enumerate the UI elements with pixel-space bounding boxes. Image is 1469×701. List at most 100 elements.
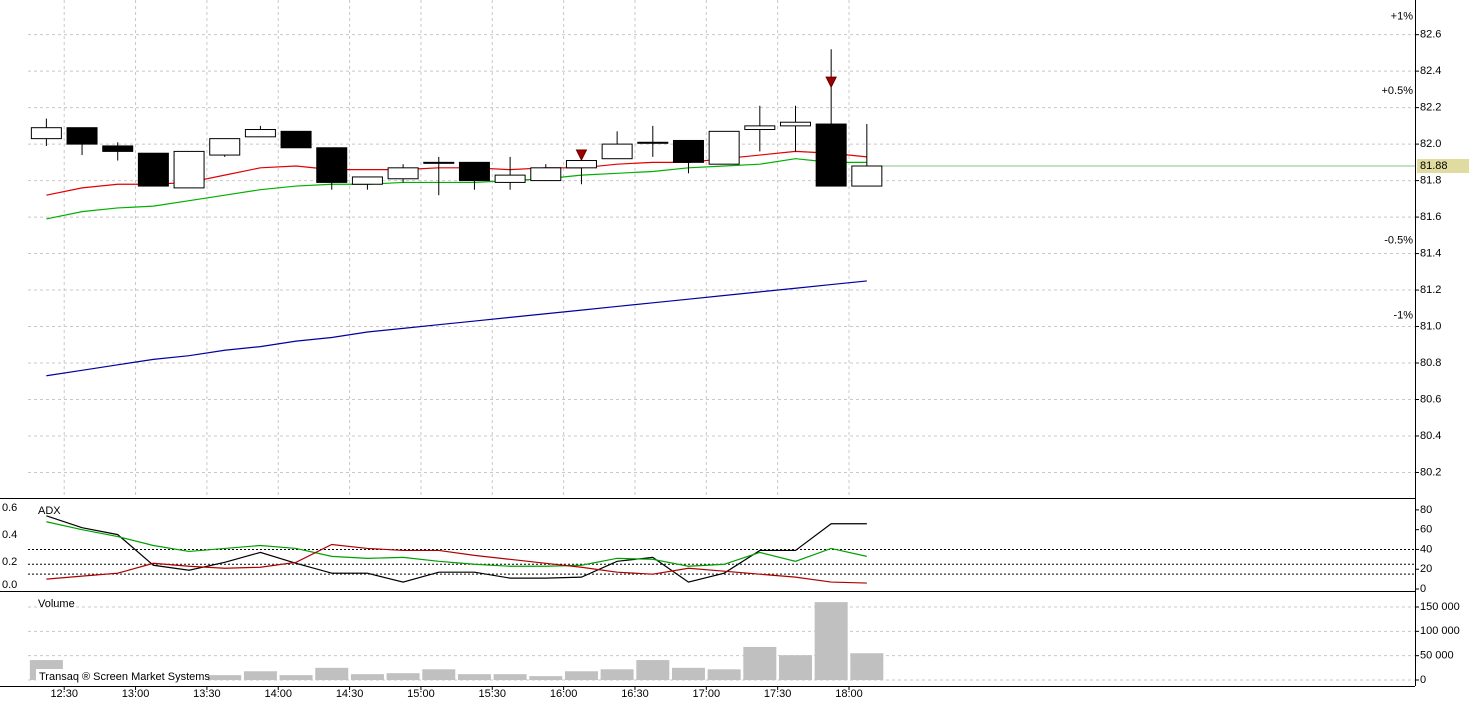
y-tick-label: 80.4 <box>1420 430 1441 442</box>
volume-bar <box>850 653 884 681</box>
candle-body <box>173 150 205 189</box>
y-tick-label: 80 <box>1420 504 1432 516</box>
candle-body <box>708 130 740 165</box>
y-tick-label: 80.8 <box>1420 357 1441 369</box>
x-tick-label: 17:30 <box>764 688 792 700</box>
percent-label: -0.5% <box>1384 235 1413 247</box>
x-tick-label: 16:00 <box>550 688 578 700</box>
volume-bar <box>243 671 277 681</box>
x-tick-label: 18:00 <box>835 688 863 700</box>
candle-body <box>423 161 455 164</box>
candle-body <box>637 141 669 144</box>
volume-bar <box>422 669 456 681</box>
panel-title: ADX <box>38 505 61 517</box>
y2-tick-label: 0.2 <box>2 556 17 568</box>
x-tick-label: 13:30 <box>193 688 221 700</box>
y-tick-label: 50 000 <box>1420 650 1454 662</box>
indicator-line <box>46 521 867 567</box>
volume-bar <box>457 674 491 681</box>
volume-bar <box>529 676 563 681</box>
candle-body <box>30 127 62 140</box>
candle-body <box>66 127 98 145</box>
x-tick-label: 14:00 <box>264 688 292 700</box>
x-tick-label: 14:30 <box>336 688 364 700</box>
x-tick-label: 12:30 <box>50 688 78 700</box>
y-tick-label: 80.6 <box>1420 393 1441 405</box>
candle-body <box>244 129 276 138</box>
candle-body <box>851 165 883 187</box>
volume-bar <box>743 646 777 681</box>
y-tick-label: 82.4 <box>1420 65 1441 77</box>
volume-bar <box>208 675 242 681</box>
x-tick-label: 15:00 <box>407 688 435 700</box>
y-tick-label: 82.2 <box>1420 102 1441 114</box>
volume-bar <box>386 673 420 681</box>
x-tick-label: 16:30 <box>621 688 649 700</box>
y-tick-label: 20 <box>1420 563 1432 575</box>
y-tick-label: 100 000 <box>1420 625 1460 637</box>
y-tick-label: 60 <box>1420 524 1432 536</box>
candle-body <box>744 125 776 131</box>
candle-body <box>815 123 847 187</box>
candle-body <box>351 176 383 185</box>
y-tick-label: 81.0 <box>1420 320 1441 332</box>
volume-bar <box>350 674 384 681</box>
y-tick-label: 82.0 <box>1420 138 1441 150</box>
candle-body <box>779 121 811 127</box>
watermark: Transaq ® Screen Market Systems <box>39 671 210 683</box>
y-tick-label: 0 <box>1420 674 1426 686</box>
candle-body <box>672 139 704 163</box>
percent-label: +0.5% <box>1382 85 1414 97</box>
candle-body <box>565 160 597 169</box>
candle-body <box>316 147 348 183</box>
candle-body <box>137 152 169 187</box>
last-price-box <box>1417 159 1469 173</box>
candle-body <box>494 174 526 183</box>
indicator-line <box>46 158 867 220</box>
candle-body <box>458 161 490 182</box>
y-tick-label: 81.8 <box>1420 174 1441 186</box>
candle-body <box>102 145 134 152</box>
volume-bar <box>279 675 313 681</box>
sell-signal <box>575 149 588 162</box>
indicator-line <box>46 280 867 377</box>
y-tick-label: 0 <box>1420 583 1426 595</box>
candle-body <box>387 167 419 180</box>
y-tick-label: 80.2 <box>1420 466 1441 478</box>
volume-bar <box>707 669 741 681</box>
x-tick-label: 13:00 <box>122 688 150 700</box>
volume-bar <box>636 660 670 681</box>
candle-body <box>280 130 312 149</box>
x-tick-label: 17:00 <box>693 688 721 700</box>
volume-bar <box>778 655 812 681</box>
y-tick-label: 82.6 <box>1420 29 1441 41</box>
volume-bar <box>315 667 349 681</box>
y-tick-label: 81.6 <box>1420 211 1441 223</box>
percent-label: +1% <box>1391 10 1414 22</box>
volume-bar <box>814 602 848 681</box>
volume-bar <box>493 674 527 681</box>
candle-body <box>601 143 633 160</box>
watermark-box <box>36 669 206 685</box>
y-tick-label: 81.4 <box>1420 247 1441 259</box>
last-price-label: 81.88 <box>1420 160 1448 172</box>
volume-bar <box>564 671 598 681</box>
percent-label: -1% <box>1393 309 1413 321</box>
y2-tick-label: 0.4 <box>2 529 17 541</box>
sell-signal <box>825 76 837 89</box>
indicator-line <box>46 543 867 584</box>
y-tick-label: 40 <box>1420 543 1432 555</box>
candle-body <box>209 138 241 156</box>
x-tick-label: 15:30 <box>479 688 507 700</box>
volume-bar <box>671 667 705 681</box>
indicator-line <box>46 515 867 583</box>
y-tick-label: 81.2 <box>1420 284 1441 296</box>
volume-bar <box>600 669 634 681</box>
candle-body <box>530 167 562 182</box>
y2-tick-label: 0.0 <box>2 579 17 591</box>
panel-title: Volume <box>38 598 75 610</box>
y-tick-label: 150 000 <box>1420 601 1460 613</box>
y2-tick-label: 0.6 <box>2 502 17 514</box>
